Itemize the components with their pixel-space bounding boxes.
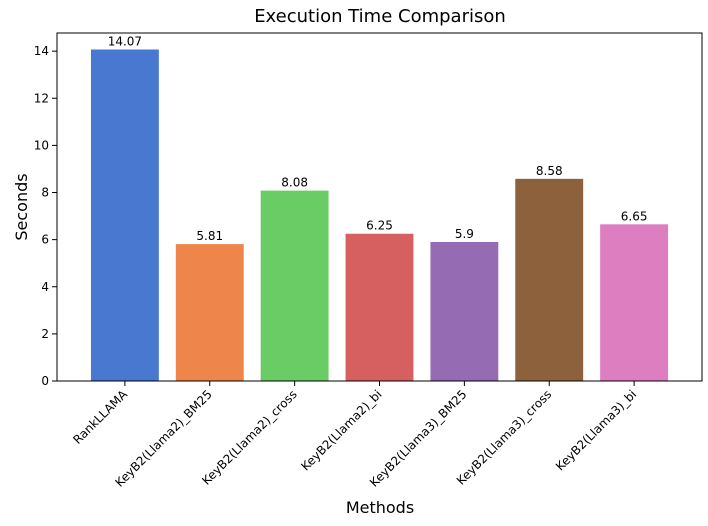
- x-tick-label: KeyB2(Llama3)_bi: [553, 387, 639, 473]
- y-tick-label: 10: [34, 138, 49, 152]
- chart-title: Execution Time Comparison: [254, 6, 506, 27]
- bar: [515, 178, 584, 381]
- y-tick-label: 4: [41, 280, 49, 294]
- bar: [430, 241, 499, 381]
- y-tick-label: 14: [34, 44, 49, 58]
- x-tick-label: RankLLAMA: [70, 387, 130, 447]
- bar: [600, 224, 669, 381]
- bar: [90, 49, 159, 382]
- y-tick-label: 8: [41, 186, 49, 200]
- x-tick-label: KeyB2(Llama2)_cross: [199, 387, 300, 488]
- x-axis-label: Methods: [346, 498, 414, 517]
- bar-value-label: 14.07: [108, 34, 142, 48]
- bar-value-label: 5.81: [196, 229, 223, 243]
- bar-value-label: 8.08: [281, 176, 308, 190]
- y-tick-label: 2: [41, 327, 49, 341]
- x-tick-label: KeyB2(Llama3)_BM25: [367, 387, 469, 489]
- bar: [345, 233, 414, 381]
- bar-value-label: 8.58: [536, 164, 563, 178]
- bar: [175, 244, 244, 381]
- x-tick-label: KeyB2(Llama2)_BM25: [112, 387, 214, 489]
- bar-value-label: 6.65: [621, 209, 648, 223]
- bar-value-label: 5.9: [455, 227, 474, 241]
- y-tick-label: 6: [41, 233, 49, 247]
- bar-value-label: 6.25: [366, 219, 393, 233]
- y-axis-label: Seconds: [12, 173, 31, 240]
- y-tick-label: 12: [34, 91, 49, 105]
- y-tick-label: 0: [41, 374, 49, 388]
- x-tick-label: KeyB2(Llama2)_bi: [298, 387, 384, 473]
- x-tick-label: KeyB2(Llama3)_cross: [454, 387, 555, 488]
- bar: [260, 190, 329, 381]
- plot-frame: [56, 32, 703, 382]
